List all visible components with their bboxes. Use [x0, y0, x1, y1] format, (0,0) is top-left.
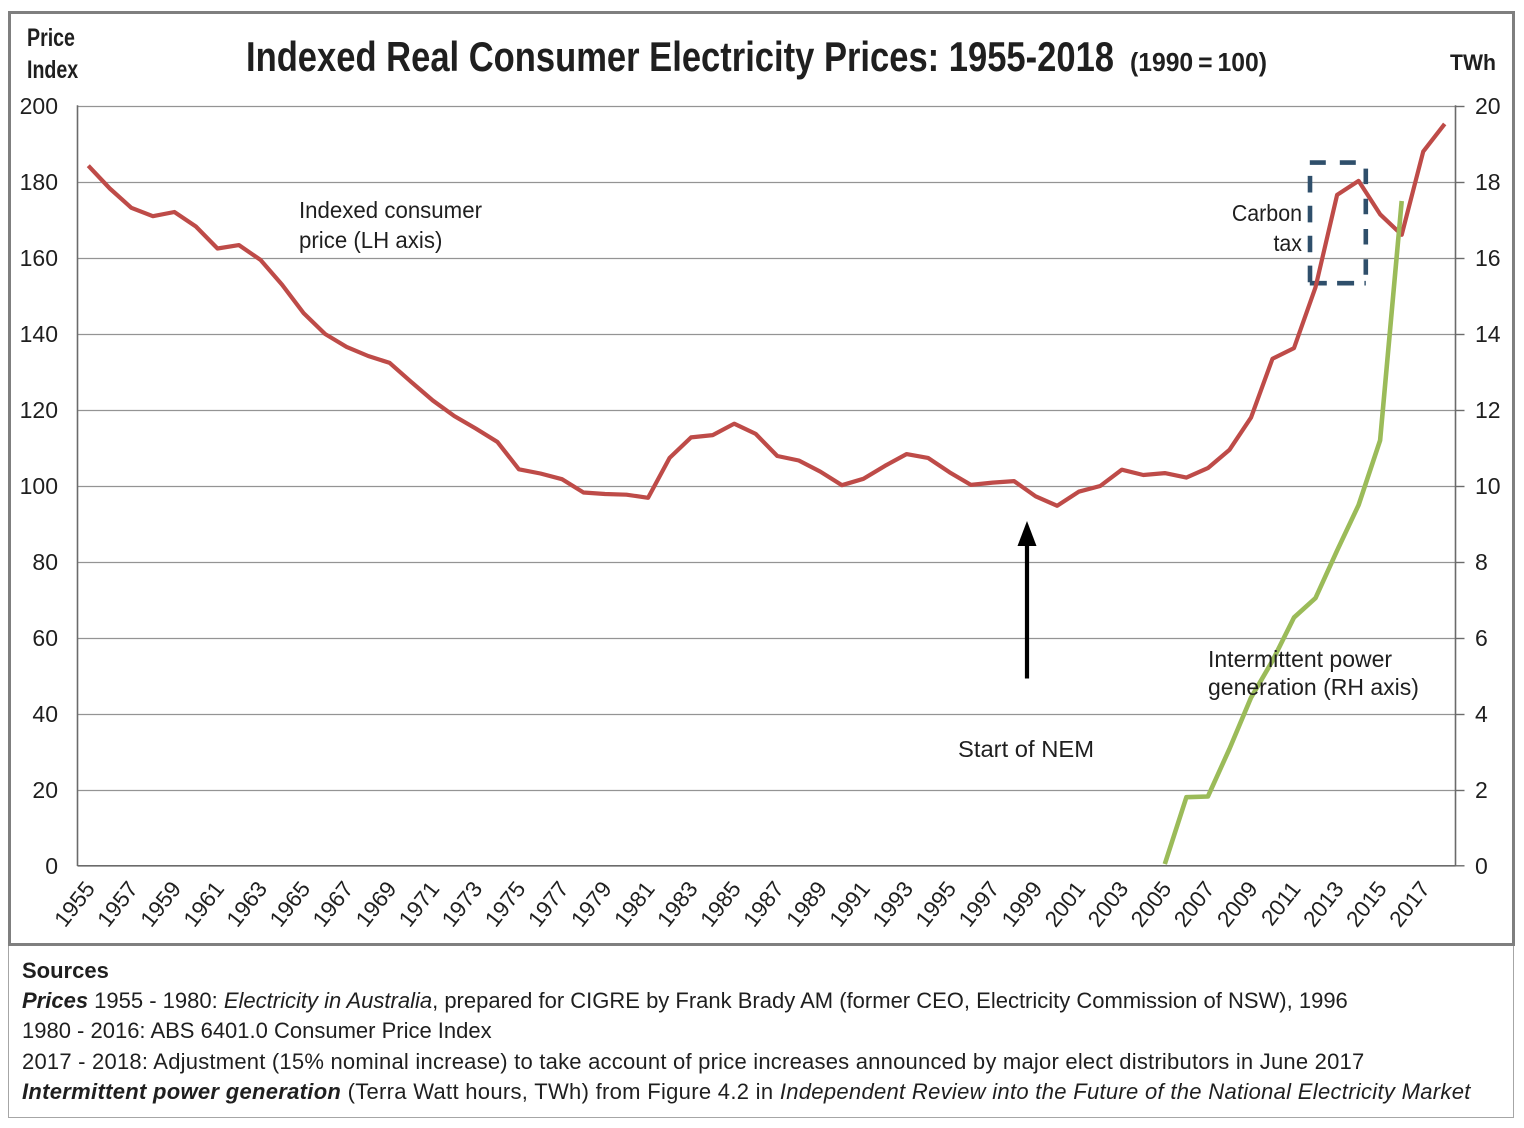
svg-text:2: 2	[1475, 777, 1488, 803]
svg-text:4: 4	[1475, 701, 1488, 727]
svg-text:1979: 1979	[566, 877, 617, 932]
svg-text:18: 18	[1475, 169, 1501, 195]
svg-text:2017: 2017	[1384, 877, 1435, 932]
svg-text:10: 10	[1475, 473, 1501, 499]
svg-text:1991: 1991	[825, 877, 876, 932]
svg-text:1985: 1985	[695, 877, 746, 932]
svg-text:8: 8	[1475, 549, 1488, 575]
svg-text:2003: 2003	[1083, 877, 1134, 932]
svg-text:1955: 1955	[49, 877, 100, 932]
svg-text:0: 0	[45, 853, 58, 879]
svg-text:1989: 1989	[781, 877, 832, 932]
svg-text:2013: 2013	[1298, 877, 1349, 932]
svg-text:2001: 2001	[1040, 877, 1091, 932]
svg-text:80: 80	[32, 549, 58, 575]
svg-text:12: 12	[1475, 397, 1501, 423]
svg-text:2009: 2009	[1212, 877, 1263, 932]
svg-text:1987: 1987	[738, 877, 789, 932]
svg-text:20: 20	[32, 777, 58, 803]
svg-text:1981: 1981	[609, 877, 660, 932]
svg-text:1975: 1975	[480, 877, 531, 932]
svg-text:1965: 1965	[265, 877, 316, 932]
svg-text:1957: 1957	[92, 877, 143, 932]
svg-text:2011: 2011	[1256, 877, 1305, 931]
svg-text:6: 6	[1475, 625, 1488, 651]
svg-text:180: 180	[20, 169, 58, 195]
svg-text:16: 16	[1475, 245, 1501, 271]
svg-text:1999: 1999	[997, 877, 1048, 932]
svg-text:2015: 2015	[1341, 877, 1392, 932]
svg-text:40: 40	[32, 701, 58, 727]
svg-text:1983: 1983	[652, 877, 703, 932]
svg-text:1997: 1997	[954, 877, 1005, 932]
svg-text:1977: 1977	[523, 877, 574, 932]
svg-text:2005: 2005	[1126, 877, 1177, 932]
svg-text:2007: 2007	[1169, 877, 1220, 932]
svg-text:0: 0	[1475, 853, 1488, 879]
svg-text:1967: 1967	[308, 877, 359, 932]
svg-text:1971: 1971	[394, 877, 445, 932]
svg-text:100: 100	[20, 473, 58, 499]
svg-text:120: 120	[20, 397, 58, 423]
svg-text:1993: 1993	[868, 877, 919, 932]
svg-text:1961: 1961	[179, 877, 230, 932]
svg-text:14: 14	[1475, 321, 1501, 347]
svg-text:200: 200	[20, 93, 58, 119]
svg-text:1973: 1973	[437, 877, 488, 932]
svg-text:1995: 1995	[911, 877, 962, 932]
svg-text:1959: 1959	[136, 877, 187, 932]
svg-text:1969: 1969	[351, 877, 402, 932]
svg-text:60: 60	[32, 625, 58, 651]
svg-text:160: 160	[20, 245, 58, 271]
svg-text:1963: 1963	[222, 877, 273, 932]
svg-text:140: 140	[20, 321, 58, 347]
svg-text:20: 20	[1475, 93, 1501, 119]
